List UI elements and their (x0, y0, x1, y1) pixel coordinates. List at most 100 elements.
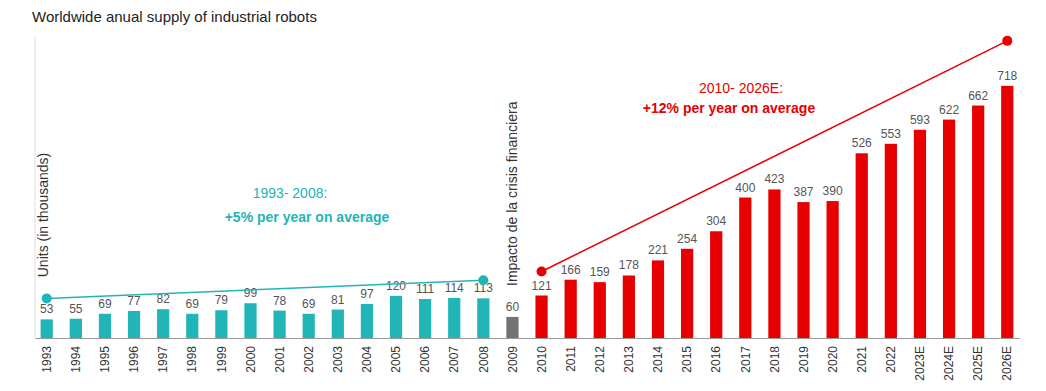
annotation: Impacto de la crisis financiera (504, 101, 520, 286)
bar (535, 296, 547, 338)
x-tick-label: 2007 (447, 346, 461, 373)
x-tick: 2026E (1000, 338, 1014, 381)
bar (594, 282, 606, 338)
x-tick-label: 1999 (215, 346, 229, 373)
x-tick: 2013 (622, 338, 636, 373)
bar (623, 275, 635, 338)
bar (215, 310, 227, 338)
data-label: 622 (939, 103, 959, 117)
data-label: 79 (215, 293, 229, 307)
data-label: 526 (852, 136, 872, 150)
x-tick-label: 2006 (418, 346, 432, 373)
x-tick: 2004 (360, 338, 374, 373)
bar (390, 296, 402, 338)
x-tick: 2021 (855, 338, 869, 373)
data-label: 69 (302, 297, 316, 311)
bar (448, 298, 460, 338)
x-tick-label: 2017 (739, 346, 753, 373)
x-tick: 1997 (156, 338, 170, 373)
bar (710, 231, 722, 338)
data-label: 99 (244, 286, 258, 300)
data-label: 553 (881, 127, 901, 141)
title: Worldwide anual supply of industrial rob… (32, 8, 317, 25)
x-tick-label: 1998 (185, 346, 199, 373)
data-label: 81 (331, 293, 345, 307)
x-tick: 2009 (506, 338, 520, 373)
x-tick: 1993 (40, 338, 54, 373)
trend-line (542, 41, 1008, 272)
bar (128, 311, 140, 338)
x-tick-label: 2004 (360, 346, 374, 373)
bar (70, 319, 82, 338)
x-tick-label: 1997 (156, 346, 170, 373)
x-tick-label: 2026E (1000, 346, 1014, 381)
bar (361, 304, 373, 338)
bar (303, 314, 315, 338)
x-tick: 2023E (913, 338, 927, 381)
x-tick-label: 2010 (535, 346, 549, 373)
annotation: +5% per year on average (225, 209, 390, 225)
x-tick: 2007 (447, 338, 461, 373)
data-label: 662 (968, 89, 988, 103)
trend-dot (478, 275, 488, 285)
bar (419, 299, 431, 338)
x-tick: 2006 (418, 338, 432, 373)
x-tick: 2000 (244, 338, 258, 373)
data-label: 60 (506, 300, 520, 314)
x-tick: 2025E (971, 338, 985, 381)
bar (157, 309, 169, 338)
x-tick-label: 2022 (884, 346, 898, 373)
bar (652, 260, 664, 338)
bar (506, 317, 518, 338)
x-tick-label: 2016 (709, 346, 723, 373)
x-tick: 2019 (797, 338, 811, 373)
data-label: 718 (997, 69, 1017, 83)
data-label: 121 (532, 279, 552, 293)
bar (856, 153, 868, 338)
x-tick-label: 2003 (331, 346, 345, 373)
x-tick-label: 2021 (855, 346, 869, 373)
x-tick: 2001 (273, 338, 287, 373)
data-label: 159 (590, 265, 610, 279)
x-tick-label: 2012 (593, 346, 607, 373)
x-tick-label: 2019 (797, 346, 811, 373)
bar (332, 310, 344, 338)
data-label: 221 (648, 243, 668, 257)
x-tick: 2003 (331, 338, 345, 373)
data-label: 78 (273, 294, 287, 308)
bar (797, 202, 809, 338)
data-label: 593 (910, 113, 930, 127)
x-tick-label: 2015 (680, 346, 694, 373)
data-label: 423 (764, 172, 784, 186)
data-label: 304 (706, 214, 726, 228)
data-label: 387 (794, 185, 814, 199)
x-tick-label: 2008 (477, 346, 491, 373)
bar (477, 298, 489, 338)
bars (41, 86, 1014, 338)
annotation: 1993- 2008: (253, 185, 328, 201)
x-tick: 2011 (564, 338, 578, 372)
x-tick: 2020 (826, 338, 840, 373)
x-tick-label: 2001 (273, 346, 287, 373)
x-tick: 2022 (884, 338, 898, 373)
data-label: 53 (40, 302, 54, 316)
x-tick-label: 2025E (971, 346, 985, 381)
data-label: 97 (360, 287, 374, 301)
trend-2010-2026 (537, 36, 1013, 277)
bar (885, 144, 897, 338)
annotation: 2010- 2026E: (699, 80, 783, 96)
x-tick: 1995 (98, 338, 112, 373)
data-label: 69 (186, 297, 200, 311)
chart: Worldwide anual supply of industrial rob… (0, 0, 1046, 391)
x-axis-line (35, 338, 1020, 339)
x-tick: 2012 (593, 338, 607, 373)
bar (681, 249, 693, 338)
bar (1001, 86, 1013, 338)
bar (943, 120, 955, 338)
trend-dot (537, 267, 547, 277)
x-tick: 2005 (389, 338, 403, 373)
trend-dot (42, 293, 52, 303)
x-tick: 2017 (739, 338, 753, 373)
trend-line (47, 280, 484, 298)
x-tick: 2018 (768, 338, 782, 373)
